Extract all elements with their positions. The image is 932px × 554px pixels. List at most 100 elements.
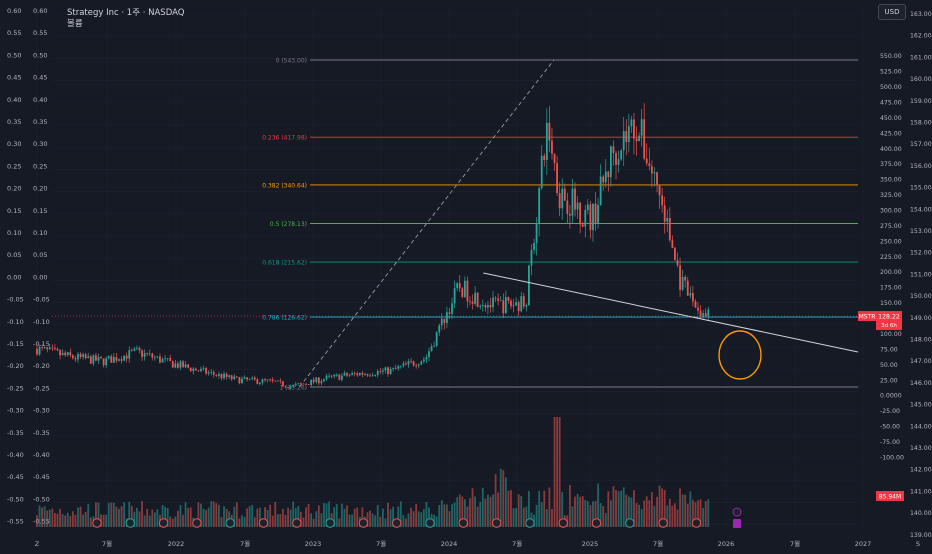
candle-body [627, 126, 630, 143]
candle-body [515, 302, 518, 306]
candle-body [648, 163, 651, 167]
volume-bar [686, 503, 689, 527]
volume-bar [338, 518, 341, 527]
candle-body [66, 352, 69, 356]
volume-bar [707, 499, 710, 527]
candle-body [189, 367, 192, 372]
candle-body [494, 297, 497, 299]
candle-body [620, 150, 623, 160]
candle-body [141, 350, 143, 357]
time-axis-label: 7월 [512, 539, 522, 548]
candle-body [64, 352, 67, 356]
volume-bar [599, 503, 602, 527]
left-axis-tick: -0.30 [7, 407, 24, 415]
right-axis-tick: 156.00 [910, 163, 932, 170]
candle-body [576, 202, 579, 210]
left-axis-tick-2: 0.55 [33, 29, 47, 37]
time-axis-label: Z [35, 540, 40, 548]
volume-bar [343, 508, 346, 527]
candle-body [487, 304, 489, 308]
candle-body [243, 377, 246, 379]
volume-bar [653, 505, 656, 527]
volume-bar [136, 507, 138, 527]
left-axis-tick: 0.60 [7, 7, 21, 15]
candle-body [41, 346, 44, 348]
volume-bar [376, 504, 379, 527]
volume-bar [538, 490, 541, 527]
symbol-title: Strategy Inc · 1주 · NASDAQ [67, 8, 185, 18]
candle-body [704, 313, 707, 317]
candle-body [59, 350, 61, 356]
candle-body [130, 350, 133, 351]
volume-bar [612, 486, 615, 527]
currency-button[interactable]: USD [878, 4, 906, 20]
dividend-marker-icon [733, 519, 741, 528]
volume-bar [684, 494, 687, 527]
candle-body [333, 374, 336, 377]
candle-body [407, 361, 410, 365]
candle-body [638, 135, 640, 142]
time-axis-label: 2027 [855, 540, 872, 548]
candle-body [492, 297, 494, 308]
candle-body [553, 153, 556, 164]
right-axis-tick: 161.00 [910, 54, 932, 61]
candle-body [46, 347, 49, 350]
candle-body [384, 367, 387, 371]
volume-bar [387, 502, 389, 527]
volume-bar [110, 502, 113, 527]
candle-body [225, 373, 228, 378]
volume-bar [61, 514, 64, 527]
price-axis-tick: 450.00 [880, 115, 902, 122]
volume-bar [520, 496, 523, 527]
volume-bar [512, 508, 515, 527]
candle-body [230, 375, 233, 380]
left-axis-tick: -0.20 [7, 362, 24, 370]
right-axis-tick: 163.00 [910, 11, 932, 18]
volume-bar [317, 505, 320, 527]
candle-body [609, 146, 612, 178]
volume-bar [561, 492, 564, 527]
candle-body [530, 249, 533, 266]
volume-bar [200, 503, 202, 527]
volume-bar [241, 515, 243, 527]
left-axis-tick: 0.35 [7, 118, 21, 126]
candle-body [187, 364, 190, 368]
volume-bar [487, 494, 489, 527]
volume-bar [517, 494, 520, 527]
candle-body [179, 361, 182, 368]
candle-body [433, 345, 436, 347]
candle-body [123, 355, 126, 361]
candle-body [192, 368, 195, 372]
volume-bar [569, 485, 571, 527]
candle-body [115, 357, 118, 361]
volume-bar [428, 507, 430, 527]
volume-bar [225, 508, 228, 527]
time-axis-label: 7월 [102, 539, 112, 548]
earnings-marker-icon [491, 518, 502, 528]
volume-bar [143, 515, 146, 527]
candle-body [381, 370, 384, 372]
candle-body [543, 155, 546, 161]
volume-bar [466, 506, 469, 527]
candle-body [82, 354, 85, 357]
candle-body [558, 193, 561, 209]
volume-bar [269, 504, 272, 527]
fibonacci-levels [310, 59, 858, 388]
price-axis-tick: 25.00 [880, 377, 898, 384]
left-axis-tick: -0.25 [7, 384, 24, 392]
volume-bar [243, 516, 246, 527]
left-axis-tick-2: -0.30 [33, 407, 50, 415]
earnings-marker-icon [392, 518, 402, 528]
candle-body [569, 213, 571, 216]
volume-bar [499, 468, 502, 527]
candle-body [264, 379, 266, 381]
volume-bar [82, 514, 85, 527]
volume-badge-bg [876, 491, 904, 501]
volume-bar [699, 499, 702, 527]
candle-body [448, 312, 451, 314]
candle-body [233, 376, 236, 380]
volume-bar [489, 496, 492, 527]
candle-body [599, 176, 602, 206]
